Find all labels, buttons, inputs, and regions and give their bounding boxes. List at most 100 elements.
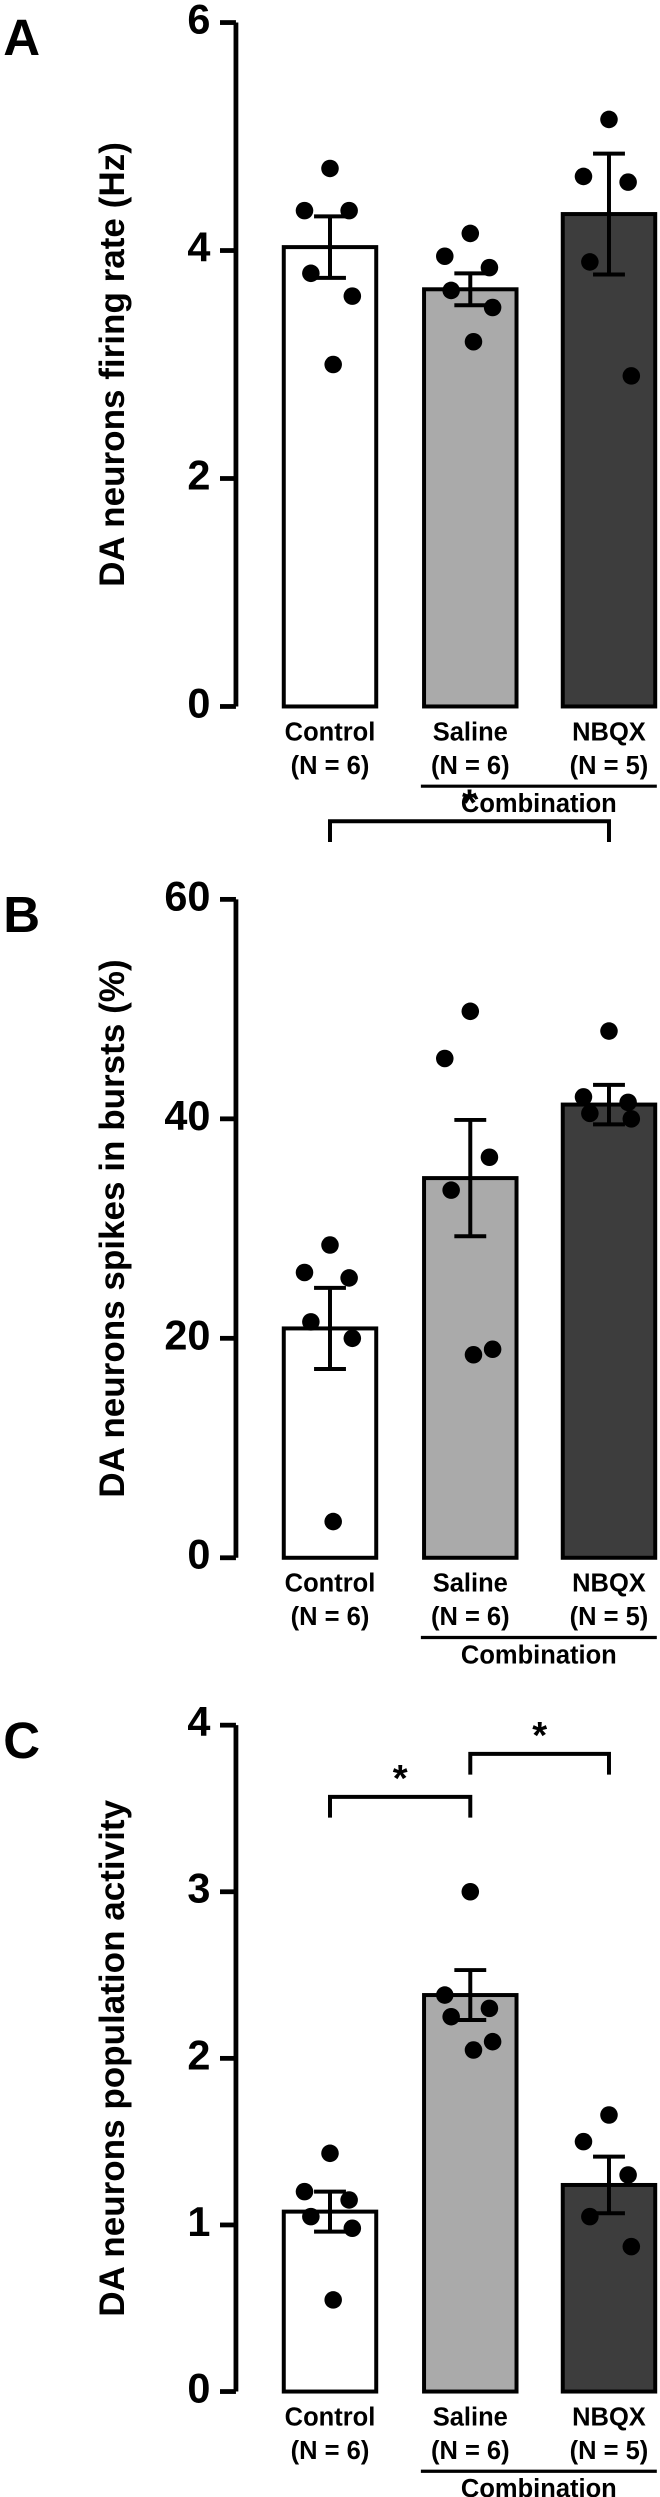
significance-label: * xyxy=(532,1714,547,1757)
y-tick-label: 40 xyxy=(164,1092,210,1139)
data-point xyxy=(619,173,637,191)
data-point xyxy=(483,2032,502,2051)
data-point xyxy=(340,2191,358,2209)
data-point xyxy=(600,2106,618,2124)
data-point xyxy=(622,1110,641,1128)
n-label: (N = 6) xyxy=(291,1603,370,1631)
data-point xyxy=(295,1263,314,1282)
data-point xyxy=(295,2182,314,2201)
data-point xyxy=(480,1148,499,1167)
group-label: Combination xyxy=(461,790,617,818)
data-point xyxy=(302,264,320,283)
data-point xyxy=(600,110,618,129)
data-point xyxy=(619,2166,637,2184)
panel-label: C xyxy=(3,1712,40,1769)
data-point xyxy=(321,2144,339,2163)
panel-label: A xyxy=(3,9,40,66)
y-tick-label: 1 xyxy=(187,2198,210,2245)
x-tick-label: Saline xyxy=(433,2403,508,2431)
y-axis-label: DA neurons firing rate (Hz) xyxy=(93,142,132,587)
data-point xyxy=(324,2291,342,2309)
data-point xyxy=(461,1002,480,1021)
data-point xyxy=(340,201,358,220)
y-tick-label: 4 xyxy=(187,1698,210,1745)
y-tick-label: 2 xyxy=(187,451,210,498)
y-tick-label: 4 xyxy=(187,223,210,270)
data-point xyxy=(464,332,483,351)
data-point xyxy=(321,1236,339,1254)
data-point xyxy=(574,2132,593,2151)
y-tick-label: 6 xyxy=(187,0,210,43)
data-point xyxy=(442,1181,460,1199)
group-label: Combination xyxy=(461,2475,617,2497)
data-point xyxy=(622,2237,641,2256)
data-point xyxy=(483,1340,502,1359)
data-point xyxy=(321,159,339,178)
data-point xyxy=(461,224,480,243)
significance-label: * xyxy=(462,781,477,824)
bar xyxy=(560,212,658,709)
y-tick-label: 0 xyxy=(187,679,210,726)
data-point xyxy=(600,1022,618,1040)
x-tick-label: Saline xyxy=(433,718,508,746)
n-label: (N = 5) xyxy=(570,752,649,780)
data-point xyxy=(619,1093,637,1112)
y-tick-label: 20 xyxy=(164,1311,210,1358)
y-tick-label: 0 xyxy=(187,2364,210,2411)
n-label: (N = 6) xyxy=(431,2437,510,2465)
data-point xyxy=(574,167,593,186)
data-point xyxy=(581,253,599,271)
y-tick-label: 2 xyxy=(187,2031,210,2078)
data-point xyxy=(581,2207,599,2226)
x-tick-label: Control xyxy=(285,718,376,746)
data-point xyxy=(581,1104,599,1123)
bar xyxy=(422,1176,519,1560)
bar xyxy=(281,245,379,709)
n-label: (N = 5) xyxy=(570,2437,649,2465)
data-point xyxy=(480,258,499,277)
x-tick-label: NBQX xyxy=(572,1570,646,1598)
data-point xyxy=(343,2219,362,2238)
data-point xyxy=(324,355,342,374)
bar xyxy=(422,1993,519,2394)
x-tick-label: Control xyxy=(285,2403,376,2431)
data-point xyxy=(464,2041,483,2059)
n-label: (N = 6) xyxy=(291,2437,370,2465)
data-point xyxy=(442,281,460,300)
significance-label: * xyxy=(393,1757,408,1800)
data-point xyxy=(574,1088,593,1106)
bar xyxy=(560,1102,658,1560)
panel-label: B xyxy=(3,886,40,943)
significance-bracket xyxy=(328,819,611,842)
n-label: (N = 6) xyxy=(431,1603,510,1631)
data-point xyxy=(340,1269,358,1287)
data-point xyxy=(442,2007,460,2026)
bar xyxy=(422,287,519,709)
data-point xyxy=(295,201,314,220)
data-point xyxy=(483,298,502,317)
n-label: (N = 5) xyxy=(570,1603,649,1631)
x-tick-label: Saline xyxy=(433,1570,508,1598)
n-label: (N = 6) xyxy=(291,752,370,780)
y-tick-label: 0 xyxy=(187,1531,210,1578)
x-tick-label: NBQX xyxy=(572,718,646,746)
significance-bracket xyxy=(468,1751,611,1775)
data-point xyxy=(436,1049,454,1068)
data-point xyxy=(302,1313,320,1331)
data-point xyxy=(461,1882,480,1901)
y-tick-label: 60 xyxy=(164,872,210,919)
x-tick-label: Control xyxy=(285,1570,376,1598)
data-point xyxy=(480,1999,499,2018)
y-axis-label: DA neurons population activity xyxy=(93,1799,132,2316)
x-tick-label: NBQX xyxy=(572,2403,646,2431)
y-axis-label: DA neurons spikes in bursts (%) xyxy=(93,959,132,1497)
significance-bracket xyxy=(328,1794,473,1818)
data-point xyxy=(436,247,454,265)
data-point xyxy=(343,287,362,305)
data-point xyxy=(343,1329,362,1348)
group-label: Combination xyxy=(461,1641,617,1669)
data-point xyxy=(436,1986,454,2004)
data-point xyxy=(464,1345,483,1364)
